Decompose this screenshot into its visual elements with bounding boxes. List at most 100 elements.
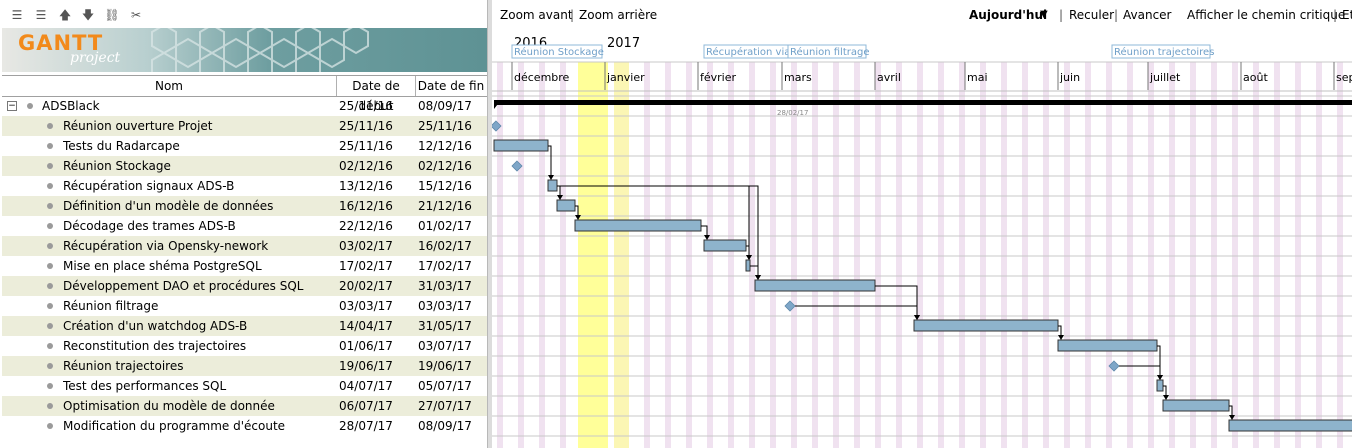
task-name: Développement DAO et procédures SQL xyxy=(63,279,304,293)
table-row[interactable]: Modification du programme d'écoute 28/07/… xyxy=(2,416,487,436)
task-start: 01/06/17 xyxy=(339,339,393,353)
milestone-flag[interactable]: Réunion Stockage xyxy=(511,44,604,59)
task-bar[interactable] xyxy=(547,179,558,192)
task-name: Tests du Radarcape xyxy=(63,139,180,153)
task-end: 21/12/16 xyxy=(418,199,472,213)
milestone-diamond[interactable] xyxy=(492,120,502,132)
task-table-panel: ☰ ☰ 🡅 🡇 ⛓ ✂ GANTT xyxy=(0,0,487,448)
task-bar[interactable] xyxy=(1162,399,1230,412)
ganttproject-banner: GANTT project xyxy=(2,28,487,72)
milestone-diamond[interactable] xyxy=(511,160,523,172)
weekend-stripe xyxy=(1106,62,1112,448)
link-icon[interactable]: ⛓ xyxy=(104,8,120,22)
table-row[interactable]: Tests du Radarcape 25/11/16 12/12/16 xyxy=(2,136,487,156)
weekend-stripe xyxy=(812,62,818,448)
task-end: 16/02/17 xyxy=(418,239,472,253)
column-header-end[interactable]: Date de fin xyxy=(417,79,485,93)
task-start: 19/06/17 xyxy=(339,359,393,373)
milestone-flag[interactable]: Réunion filtrage xyxy=(787,44,869,59)
critical-path-button[interactable]: Afficher le chemin critique xyxy=(1187,8,1346,22)
panel-splitter[interactable] xyxy=(487,0,493,448)
task-bullet-icon xyxy=(47,183,53,189)
task-table-header: Nom Date de début Date de fin xyxy=(2,75,487,113)
project-summary-bar[interactable] xyxy=(494,100,1352,105)
arrow-head-icon xyxy=(914,315,920,320)
unlink-icon[interactable]: ✂ xyxy=(130,8,142,22)
chevron-down-icon[interactable]: ▼ xyxy=(1040,9,1048,20)
milestone-diamond[interactable] xyxy=(784,300,796,312)
table-row[interactable]: Décodage des trames ADS-B 22/12/16 01/02/1… xyxy=(2,216,487,236)
zoom-in-button[interactable]: Zoom avant xyxy=(500,8,573,22)
task-bar[interactable] xyxy=(913,319,1059,332)
year-label: 2017 xyxy=(607,36,640,51)
table-row[interactable]: Développement DAO et procédures SQL 20/02… xyxy=(2,276,487,296)
task-bar[interactable] xyxy=(703,239,747,252)
month-label: juillet xyxy=(1149,71,1181,84)
task-start: 02/12/16 xyxy=(339,159,393,173)
task-bar[interactable] xyxy=(1156,379,1164,392)
task-bar[interactable] xyxy=(574,219,702,232)
project-end: 08/09/17 xyxy=(418,99,472,113)
table-row[interactable]: Optimisation du modèle de donnée 06/07/17… xyxy=(2,396,487,416)
task-bullet-icon xyxy=(47,323,53,329)
weekend-stripe xyxy=(728,62,734,448)
task-end: 12/12/16 xyxy=(418,139,472,153)
task-bar[interactable] xyxy=(754,279,876,292)
more-button[interactable]: Et xyxy=(1342,8,1352,22)
task-bullet-icon xyxy=(47,143,53,149)
indent-icon[interactable]: ☰ xyxy=(35,8,47,22)
zoom-out-button[interactable]: Zoom arrière xyxy=(579,8,658,22)
gantt-chart-panel: Zoom avant | Zoom arrière Aujourd'hui ▼ … xyxy=(492,0,1352,448)
milestone-diamond[interactable] xyxy=(1108,360,1120,372)
dependency-arrow xyxy=(548,145,552,179)
table-row[interactable]: Réunion ouverture Projet 25/11/16 25/11/16 xyxy=(2,116,487,136)
back-button[interactable]: Reculer xyxy=(1069,8,1115,22)
collapse-icon[interactable]: − xyxy=(7,101,17,111)
task-bullet-icon xyxy=(47,163,53,169)
table-row[interactable]: Mise en place shéma PostgreSQL 17/02/17 17… xyxy=(2,256,487,276)
milestone-flag[interactable]: Réunion trajectoires xyxy=(1111,44,1214,59)
task-bullet-icon xyxy=(47,283,53,289)
task-start: 20/02/17 xyxy=(339,279,393,293)
table-row[interactable]: Réunion filtrage 03/03/17 03/03/17 xyxy=(2,296,487,316)
table-row[interactable]: Test des performances SQL 04/07/17 05/07/1… xyxy=(2,376,487,396)
task-bar[interactable] xyxy=(1057,339,1158,352)
forward-button[interactable]: Avancer xyxy=(1123,8,1172,22)
dependency-arrow xyxy=(557,185,759,279)
task-bar[interactable] xyxy=(556,199,576,212)
task-name: Modification du programme d'écoute xyxy=(63,419,286,433)
today-button[interactable]: Aujourd'hui xyxy=(969,8,1048,22)
logo-sub: project xyxy=(70,50,121,66)
toolbar-separator: | xyxy=(1333,8,1338,22)
weekend-stripe xyxy=(938,62,944,448)
task-name: Réunion ouverture Projet xyxy=(63,119,213,133)
move-down-icon[interactable]: 🡇 xyxy=(81,8,95,22)
move-up-icon[interactable]: 🡅 xyxy=(58,8,72,22)
task-bar[interactable] xyxy=(745,259,751,272)
table-row[interactable]: Récupération via Opensky-nework 03/02/17 1… xyxy=(2,236,487,256)
task-bar[interactable] xyxy=(493,139,549,152)
table-row[interactable]: Reconstitution des trajectoires 01/06/17 0… xyxy=(2,336,487,356)
table-row[interactable]: Réunion Stockage 02/12/16 02/12/16 xyxy=(2,156,487,176)
table-row[interactable]: Définition d'un modèle de données 16/12/1… xyxy=(2,196,487,216)
table-row[interactable]: Récupération signaux ADS-B 13/12/16 15/12/… xyxy=(2,176,487,196)
task-name: Test des performances SQL xyxy=(63,379,227,393)
task-bar[interactable] xyxy=(1228,419,1352,432)
task-name: Reconstitution des trajectoires xyxy=(63,339,247,353)
table-row-project[interactable]: − ADSBlack 25/11/16 08/09/17 xyxy=(2,96,487,116)
task-bullet-icon xyxy=(47,423,53,429)
weekend-stripe xyxy=(1064,62,1070,448)
weekend-stripe xyxy=(1127,62,1133,448)
task-bullet-icon xyxy=(47,263,53,269)
table-row[interactable]: Création d'un watchdog ADS-B 14/04/17 31/0… xyxy=(2,316,487,336)
outdent-icon[interactable]: ☰ xyxy=(11,8,23,22)
column-header-name[interactable]: Nom xyxy=(2,76,337,96)
task-name: Définition d'un modèle de données xyxy=(63,199,274,213)
column-header-start[interactable]: Date de début xyxy=(337,76,416,113)
month-label: mai xyxy=(967,71,988,84)
milestone-flag-label: Réunion filtrage xyxy=(790,46,869,58)
milestone-flag[interactable]: Récupération via xyxy=(703,44,790,59)
table-row[interactable]: Réunion trajectoires 19/06/17 19/06/17 xyxy=(2,356,487,376)
weekend-stripe xyxy=(1148,62,1154,448)
